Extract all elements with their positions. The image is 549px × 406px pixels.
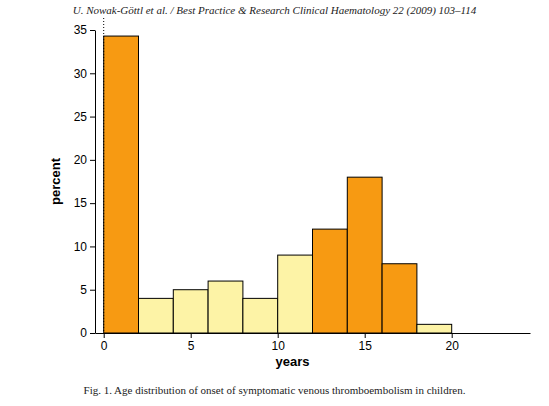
histogram-bar [313,229,348,333]
x-tick-mark [452,333,453,338]
x-tick: 20 [446,333,460,353]
y-tick-mark [90,30,95,31]
x-tick: 0 [101,333,108,353]
x-axis-title: years [276,354,310,369]
y-tick-mark [90,203,95,204]
y-tick-mark [90,290,95,291]
x-tick-mark [365,333,366,338]
histogram-bar [382,264,417,333]
y-tick: 25 [74,110,95,124]
y-tick-mark [90,333,95,334]
y-axis-line [95,31,96,334]
y-tick: 5 [80,283,95,297]
x-tick-label: 0 [101,339,108,353]
y-tick-label: 30 [74,67,88,81]
x-tick: 15 [359,333,373,353]
y-tick-label: 25 [74,110,88,124]
y-tick-label: 20 [74,153,88,167]
x-tick-mark [278,333,279,338]
x-tick-mark [191,333,192,338]
x-axis-line [96,333,531,334]
reference-line [103,18,104,333]
histogram-bar [139,298,174,333]
y-tick-label: 35 [74,23,88,37]
histogram-bar [173,290,208,333]
page-header: U. Nowak-Göttl et al. / Best Practice & … [73,4,477,17]
y-tick: 0 [80,326,95,340]
x-tick-mark [104,333,105,338]
y-tick-label: 10 [74,240,88,254]
histogram-bar [243,298,278,333]
histogram-bar [278,255,313,333]
x-axis: 0 5 10 15 20 [96,333,531,353]
y-tick-label: 15 [74,196,88,210]
plot-area [104,36,452,333]
y-tick: 35 [74,23,95,37]
histogram-bar [347,177,382,333]
y-tick-mark [90,117,95,118]
y-tick: 15 [74,196,95,210]
x-tick-label: 15 [359,339,373,353]
y-tick: 20 [74,153,95,167]
y-tick-label: 0 [80,326,87,340]
histogram-bar [208,281,243,333]
x-tick-label: 20 [446,339,460,353]
x-tick-label: 5 [188,339,195,353]
x-tick: 10 [272,333,286,353]
x-tick: 5 [188,333,195,353]
y-axis-title: percent [48,157,63,205]
y-tick: 10 [74,240,95,254]
y-tick-mark [90,160,95,161]
y-tick-mark [90,246,95,247]
y-tick-mark [90,73,95,74]
histogram-bar [417,324,452,333]
chart: U. Nowak-Göttl et al. / Best Practice & … [0,0,549,406]
x-tick-label: 10 [272,339,286,353]
y-axis: 0 5 10 15 20 25 30 35 [74,23,96,340]
y-tick-label: 5 [80,283,87,297]
y-tick: 30 [74,67,95,81]
figure-caption: Fig. 1. Age distribution of onset of sym… [84,384,466,396]
histogram-bar [104,36,139,333]
